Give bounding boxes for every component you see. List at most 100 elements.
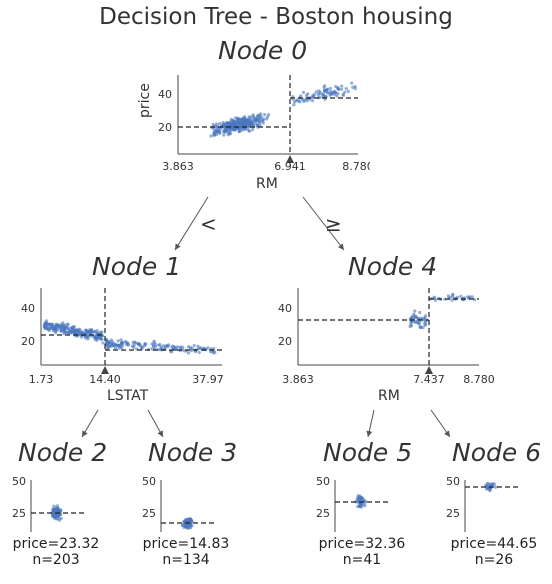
scatter-point	[92, 330, 96, 334]
scatter-point	[47, 322, 51, 327]
scatter-point	[162, 344, 166, 348]
node-4-ytick-20: 20	[278, 335, 292, 348]
scatter-point	[359, 495, 364, 500]
node-0-title: Node 0	[218, 36, 308, 65]
scatter-point	[485, 487, 489, 491]
scatter-point	[251, 120, 255, 124]
node-6-ytick-25: 25	[446, 507, 460, 520]
scatter-point	[255, 124, 259, 128]
scatter-point	[189, 349, 194, 353]
scatter-point	[322, 85, 326, 89]
scatter-point	[318, 90, 322, 94]
scatter-point	[432, 295, 436, 299]
scatter-point	[470, 295, 474, 299]
edge-label-right: ≥	[325, 212, 342, 236]
scatter-point	[253, 121, 258, 125]
scatter-point	[143, 342, 147, 346]
scatter-point	[95, 329, 99, 333]
scatter-point	[306, 92, 310, 96]
scatter-point	[261, 121, 265, 125]
node-2-n: n=203	[32, 552, 80, 568]
scatter-point	[71, 329, 75, 333]
scatter-point	[325, 87, 329, 91]
scatter-point	[218, 122, 222, 126]
node-3-title: Node 3	[148, 438, 238, 467]
node-2-ytick-50: 50	[12, 475, 26, 488]
scatter-point	[212, 128, 216, 132]
scatter-point	[336, 87, 340, 91]
scatter-point	[44, 321, 48, 325]
scatter-point	[72, 324, 76, 329]
scatter-point	[421, 326, 425, 330]
scatter-point	[130, 344, 134, 348]
scatter-point	[109, 338, 113, 342]
scatter-point	[251, 113, 255, 117]
scatter-point	[292, 103, 296, 107]
node-3-ytick-25: 25	[142, 507, 156, 520]
scatter-point	[78, 327, 82, 331]
scatter-point	[418, 325, 422, 329]
scatter-point	[139, 345, 143, 349]
edge-0-4	[302, 196, 345, 251]
node-6-title: Node 6	[452, 438, 542, 467]
scatter-point	[226, 126, 230, 130]
scatter-point	[104, 337, 108, 341]
node-6-ytick-50: 50	[446, 475, 460, 488]
scatter-point	[422, 318, 426, 322]
scatter-point	[334, 91, 338, 95]
scatter-point	[318, 95, 322, 99]
scatter-point	[245, 127, 249, 131]
scatter-point	[254, 116, 258, 120]
scatter-point	[450, 298, 454, 302]
node-1-title: Node 1	[92, 252, 182, 281]
scatter-point	[423, 321, 427, 325]
node-4-xtick-min: 3.863	[282, 373, 314, 386]
scatter-point	[307, 97, 312, 101]
scatter-point	[187, 345, 191, 349]
scatter-point	[73, 329, 77, 333]
scatter-point	[322, 94, 326, 99]
scatter-point	[228, 123, 232, 127]
scatter-point	[413, 309, 417, 313]
scatter-point	[119, 338, 123, 342]
node-1-xtick-min: 1.73	[29, 373, 54, 386]
node-3-ytick-50: 50	[142, 475, 156, 488]
scatter-point	[197, 350, 201, 355]
scatter-point	[100, 337, 104, 341]
scatter-point	[231, 123, 235, 127]
scatter-point	[341, 93, 345, 97]
scatter-point	[85, 334, 89, 338]
scatter-point	[65, 322, 69, 326]
scatter-point	[340, 87, 344, 91]
scatter-point	[211, 122, 215, 127]
scatter-point	[218, 131, 222, 135]
scatter-point	[302, 99, 306, 103]
node-0-split-marker	[286, 155, 294, 163]
scatter-point	[250, 128, 255, 132]
node-6-n: n=26	[474, 552, 514, 568]
scatter-point	[488, 483, 493, 488]
scatter-point	[111, 343, 115, 347]
node-4-ytick-40: 40	[278, 302, 292, 315]
edge-label-left: <	[200, 212, 217, 236]
scatter-point	[121, 341, 125, 345]
scatter-point	[84, 328, 89, 333]
scatter-point	[70, 326, 74, 330]
scatter-point	[493, 485, 498, 489]
scatter-point	[331, 91, 335, 95]
node-2-stats: price=23.32 n=203	[10, 536, 102, 568]
scatter-point	[150, 342, 154, 346]
scatter-point	[258, 124, 262, 128]
node-2-ytick-25: 25	[12, 507, 26, 520]
scatter-point	[53, 328, 58, 332]
scatter-point	[293, 100, 297, 104]
scatter-point	[247, 121, 251, 125]
scatter-point	[229, 119, 233, 124]
node-1-xtick-max: 37.97	[192, 373, 224, 386]
scatter-point	[298, 100, 302, 104]
node-2-title: Node 2	[18, 438, 108, 467]
node-1-feature: LSTAT	[107, 388, 149, 404]
scatter-point	[258, 116, 262, 120]
scatter-point	[311, 93, 315, 97]
node-1-scatter: 40 20 1.73 14.40 37.97	[21, 288, 224, 386]
